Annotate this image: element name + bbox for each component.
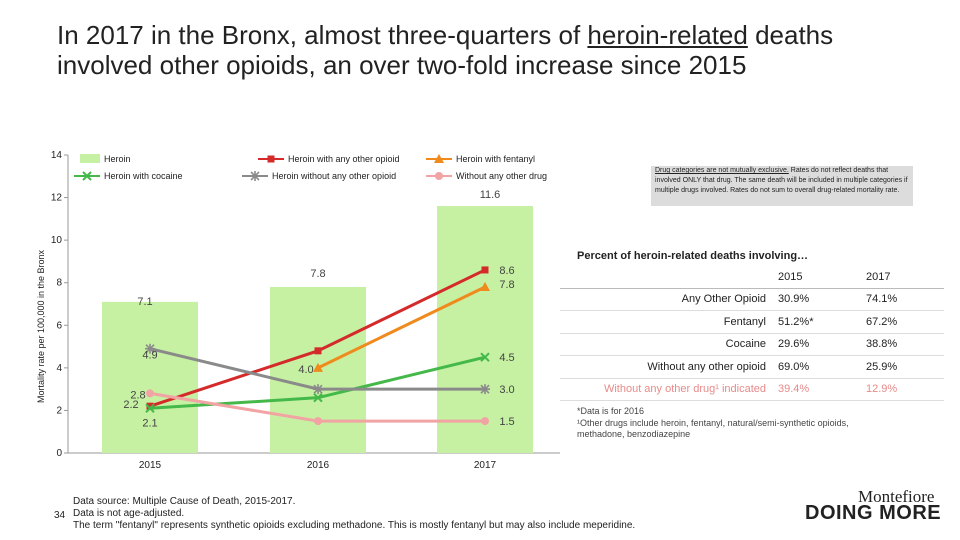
row-label: Any Other Opioid	[560, 288, 772, 311]
heroin-bar	[437, 206, 533, 453]
heroin-without-any-other-opioid-point	[313, 384, 323, 395]
title-text: In 2017 in the Bronx, almost three-quart…	[57, 20, 588, 50]
table-header-2015: 2015	[772, 266, 860, 289]
heroin-with-any-other-opioid-point	[146, 402, 154, 410]
table-row: Without any other opioid 69.0% 25.9%	[560, 355, 944, 379]
legend-swatch	[80, 154, 100, 163]
slide-title: In 2017 in the Bronx, almost three-quart…	[57, 20, 857, 80]
row-value-2017: 12.9%	[860, 378, 944, 401]
y-tick-label: 4	[56, 363, 62, 374]
data-label: 2.2	[123, 399, 138, 411]
y-tick-label: 2	[56, 405, 62, 416]
heroin-with-any-other-opioid-point	[314, 347, 322, 355]
data-label: 2.8	[130, 389, 145, 401]
brand-logo-name: Montefiore	[858, 487, 935, 506]
table-header-row: 2015 2017	[560, 266, 944, 289]
table-row: Fentanyl 51.2%* 67.2%	[560, 310, 944, 334]
table-title: Percent of heroin-related deaths involvi…	[577, 250, 809, 262]
data-label: 1.5	[499, 416, 514, 428]
legend-marker	[82, 171, 92, 181]
brand-logo-tagline: DOING MORE	[805, 502, 942, 524]
heroin-with-fentanyl-line	[317, 285, 486, 370]
data-label: 2.1	[142, 417, 157, 429]
table-row: Any Other Opioid 30.9% 74.1%	[560, 288, 944, 311]
table-footnote-asterisk: *Data is for 2016	[577, 406, 645, 416]
legend-label: Heroin without any other opioid	[272, 171, 396, 181]
data-label: 11.6	[480, 189, 501, 201]
row-value-2017: 25.9%	[860, 355, 944, 379]
row-value-2015: 30.9%	[772, 288, 860, 311]
x-tick-label: 2017	[474, 460, 497, 471]
y-tick-label: 6	[56, 320, 62, 331]
note-text: Rates do not reflect deaths that involve…	[655, 167, 908, 194]
data-label: 4.5	[499, 352, 514, 364]
table-footnote-other-drugs: ¹Other drugs include heroin, fentanyl, n…	[577, 418, 849, 439]
row-value-2015: 29.6%	[772, 333, 860, 356]
source-line: Data is not age-adjusted.	[73, 508, 185, 519]
data-label: 3.0	[499, 384, 514, 396]
without-any-other-drug-point	[481, 417, 489, 426]
legend-marker	[434, 154, 444, 163]
heroin-bar	[102, 301, 198, 453]
row-value-2015: 69.0%	[772, 355, 860, 379]
y-tick-label: 0	[56, 448, 62, 459]
x-tick-label: 2016	[307, 460, 330, 471]
source-line: The term "fentanyl" represents synthetic…	[73, 520, 636, 531]
data-label: 4.0	[298, 364, 313, 376]
heroin-without-any-other-opioid-point	[145, 343, 155, 354]
source-line: Data source: Multiple Cause of Death, 20…	[73, 496, 296, 507]
row-label: Cocaine	[560, 333, 772, 356]
row-label: Without any other drug¹ indicated	[560, 378, 772, 401]
y-axis-label: Mortality rate per 100,000 in the Bronx	[36, 249, 46, 403]
table-row: Without any other drug¹ indicated 39.4% …	[560, 378, 944, 401]
table-header-2017: 2017	[860, 266, 944, 289]
without-any-other-drug-point	[146, 389, 154, 398]
legend-label: Heroin with fentanyl	[456, 154, 535, 164]
heroin-without-any-other-opioid-point	[480, 384, 490, 395]
heroin-with-fentanyl-point	[313, 362, 323, 372]
legend-label: Heroin with any other opioid	[288, 154, 400, 164]
heroin-with-fentanyl-point	[480, 281, 490, 291]
title-text-end: deaths involved other opioids, an over t…	[57, 20, 834, 80]
without-any-other-drug-point	[314, 417, 322, 426]
row-value-2017: 74.1%	[860, 288, 944, 311]
y-tick-label: 12	[51, 193, 63, 204]
data-label: 4.9	[142, 350, 157, 362]
data-label: 8.6	[499, 265, 514, 277]
heroin-with-cocaine-point	[480, 352, 490, 362]
note-underlined: Drug categories are not mutually exclusi…	[655, 167, 789, 174]
row-label: Without any other opioid	[560, 355, 772, 379]
table-header-blank	[560, 266, 772, 289]
table-row: Cocaine 29.6% 38.8%	[560, 333, 944, 356]
legend-marker	[250, 171, 260, 181]
row-label: Fentanyl	[560, 310, 772, 334]
heroin-with-cocaine-point	[145, 403, 155, 414]
row-value-2017: 67.2%	[860, 310, 944, 334]
exclusivity-note: Drug categories are not mutually exclusi…	[651, 166, 913, 206]
row-value-2015: 39.4%	[772, 378, 860, 401]
legend-label: Without any other drug	[456, 171, 547, 181]
legend-marker	[267, 155, 275, 163]
page-number: 34	[54, 510, 66, 521]
heroin-with-cocaine-point	[313, 392, 323, 403]
y-tick-label: 14	[51, 150, 63, 161]
legend-label: Heroin	[104, 154, 131, 164]
legend-label: Heroin with cocaine	[104, 171, 183, 181]
y-tick-label: 8	[56, 278, 62, 289]
data-source: Data source: Multiple Cause of Death, 20…	[73, 496, 635, 532]
y-tick-label: 10	[51, 235, 63, 246]
data-label: 7.8	[499, 279, 514, 291]
heroin-with-any-other-opioid-point	[481, 266, 489, 274]
data-label: 7.1	[137, 296, 152, 308]
legend-marker	[435, 172, 443, 180]
row-value-2017: 38.8%	[860, 333, 944, 356]
x-tick-label: 2015	[139, 460, 162, 471]
title-underlined: heroin-related	[587, 20, 748, 50]
row-value-2015: 51.2%*	[772, 310, 860, 334]
data-label: 7.8	[310, 268, 325, 280]
percent-table: 2015 2017 Any Other Opioid 30.9% 74.1% F…	[560, 266, 944, 401]
